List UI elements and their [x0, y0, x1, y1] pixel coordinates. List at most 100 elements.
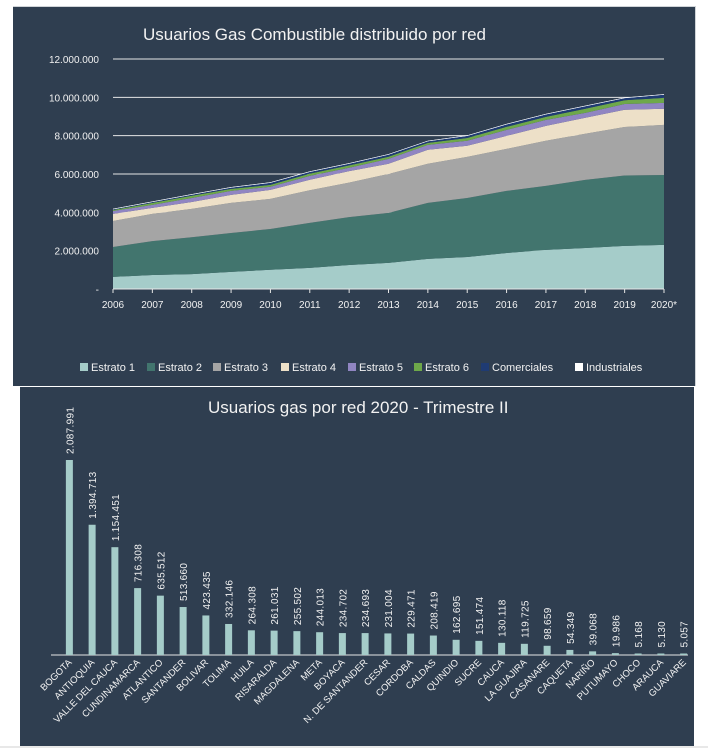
bar: [179, 607, 187, 655]
x-tick-label: 2008: [181, 300, 204, 311]
bar-value-label: 54.349: [566, 611, 577, 644]
legend-item: Industriales: [575, 362, 643, 374]
bar: [657, 653, 665, 655]
bar: [475, 640, 483, 655]
bar-chart: Usuarios gas por red 2020 - Trimestre II…: [38, 398, 691, 726]
legend-item: Estrato 6: [414, 362, 469, 374]
legend-swatch: [348, 363, 356, 371]
bar: [589, 651, 597, 655]
bar-value-label: 98.659: [543, 607, 554, 640]
bar-value-label: 332.146: [225, 580, 236, 618]
x-tick-label: 2019: [614, 300, 637, 311]
bar: [611, 653, 619, 655]
bar: [293, 631, 301, 655]
bar-value-label: 423.435: [202, 571, 213, 609]
x-tick-label: 2012: [338, 300, 361, 311]
x-tick-label: 2006: [102, 300, 125, 311]
bar: [225, 623, 233, 655]
bar-chart-panel: Usuarios gas por red 2020 - Trimestre II…: [20, 387, 694, 746]
y-tick-label: 12.000.000: [49, 55, 99, 66]
bar: [338, 633, 346, 655]
area-series-estrato-3: [113, 124, 664, 247]
x-tick-label: 2013: [377, 300, 400, 311]
bar: [566, 649, 574, 655]
legend-label: Comerciales: [492, 362, 554, 374]
bar-value-label: 513.660: [179, 563, 190, 601]
bar: [316, 632, 324, 655]
legend-item: Estrato 5: [348, 362, 403, 374]
x-tick-label: 2007: [141, 300, 164, 311]
bar-value-label: 130.118: [498, 599, 509, 637]
bar-chart-title: Usuarios gas por red 2020 - Trimestre II: [208, 398, 508, 417]
y-tick-label: 6.000.000: [55, 170, 100, 181]
bar-value-label: 261.031: [270, 586, 281, 624]
bar-value-label: 5.130: [657, 621, 668, 648]
x-tick-label: 2009: [220, 300, 243, 311]
legend-label: Estrato 3: [224, 362, 268, 374]
legend-item: Estrato 1: [80, 362, 135, 374]
x-tick-label: 2017: [535, 300, 558, 311]
bar-value-label: 119.725: [520, 600, 531, 638]
area-series-estrato-4: [113, 108, 664, 221]
legend-swatch: [414, 363, 422, 371]
legend-swatch: [281, 363, 289, 371]
bar: [384, 633, 392, 655]
bar-value-label: 5.168: [634, 621, 645, 648]
bar: [361, 633, 369, 655]
legend-item: Estrato 2: [147, 362, 202, 374]
bar: [65, 460, 73, 655]
legend-label: Estrato 2: [158, 362, 202, 374]
bar-value-label: 635.512: [156, 551, 167, 589]
legend-swatch: [80, 363, 88, 371]
legend-item: Estrato 4: [281, 362, 336, 374]
bar: [429, 635, 437, 655]
bar: [407, 633, 415, 655]
bar-value-label: 229.471: [407, 589, 418, 627]
bar: [111, 547, 119, 655]
bar-value-label: 231.004: [384, 589, 395, 627]
bar: [202, 615, 210, 655]
y-tick-label: -: [96, 285, 99, 296]
x-tick-label: 2014: [417, 300, 440, 311]
bar-value-label: 1.154.451: [111, 494, 122, 541]
bar-value-label: 162.695: [452, 595, 463, 633]
bar: [88, 524, 96, 655]
bar: [452, 639, 460, 655]
area-series-estrato-1: [113, 244, 664, 289]
y-tick-label: 8.000.000: [55, 132, 100, 143]
bar: [156, 595, 164, 655]
y-tick-label: 4.000.000: [55, 208, 100, 219]
legend-swatch: [147, 363, 155, 371]
area-series-industriales: [112, 94, 665, 210]
legend-swatch: [575, 363, 583, 371]
y-tick-label: 2.000.000: [55, 247, 100, 258]
bar-value-label: 244.013: [316, 588, 327, 626]
bar-value-label: 19.986: [611, 615, 622, 648]
legend-item: Estrato 3: [213, 362, 268, 374]
bar-value-label: 234.702: [338, 589, 349, 627]
area-chart: Usuarios Gas Combustible distribuido por…: [49, 25, 677, 374]
bar-value-label: 1.394.713: [88, 471, 99, 518]
x-tick-label: 2020*: [651, 300, 677, 311]
legend-label: Industriales: [586, 362, 643, 374]
area-chart-panel: Usuarios Gas Combustible distribuido por…: [13, 6, 696, 386]
bar: [498, 642, 506, 655]
x-tick-label: 2018: [574, 300, 597, 311]
bar-value-label: 716.308: [134, 544, 145, 582]
y-tick-label: 10.000.000: [49, 93, 99, 104]
bar: [134, 588, 142, 655]
legend-swatch: [213, 363, 221, 371]
page-divider: [0, 746, 708, 748]
bar: [543, 645, 551, 655]
bar-value-label: 255.502: [293, 587, 304, 625]
legend-label: Estrato 1: [91, 362, 135, 374]
bar: [680, 653, 688, 655]
bar-value-label: 39.068: [589, 613, 600, 646]
legend-label: Estrato 6: [425, 362, 469, 374]
legend-item: Comerciales: [481, 362, 554, 374]
bar: [634, 653, 642, 655]
bar-value-label: 5.057: [680, 621, 691, 648]
bar: [520, 643, 528, 655]
bar-value-label: 208.419: [429, 591, 440, 629]
x-tick-label: 2011: [299, 300, 321, 311]
